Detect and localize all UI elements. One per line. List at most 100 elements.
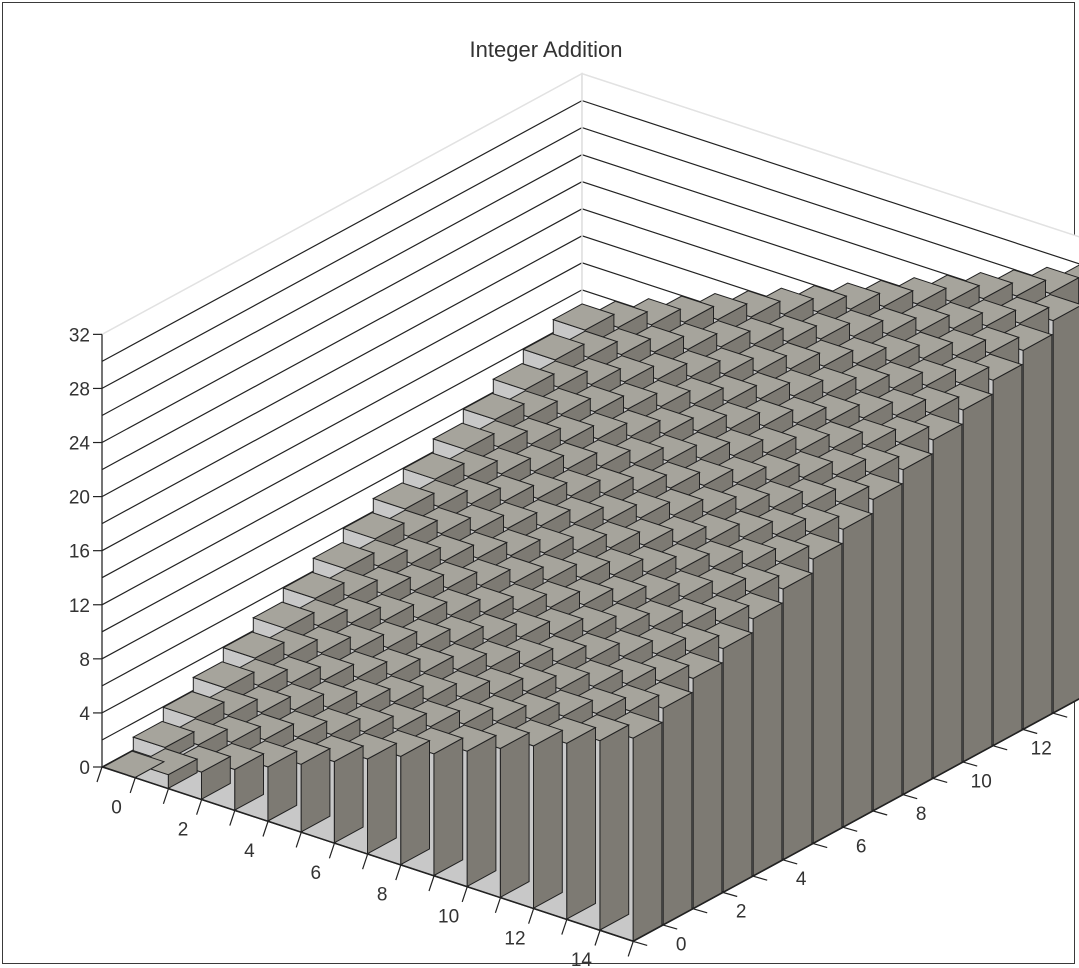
bar-side-face bbox=[722, 632, 753, 893]
bar-side-face bbox=[433, 737, 464, 877]
bar-side-face bbox=[962, 393, 993, 763]
y-tick-mark bbox=[1053, 712, 1068, 718]
z-tick-label: 32 bbox=[69, 325, 90, 346]
z-tick-label: 8 bbox=[79, 650, 90, 671]
bar-side-face bbox=[333, 745, 364, 844]
bar-side-face bbox=[566, 726, 596, 920]
y-tick-label: 6 bbox=[856, 836, 867, 857]
bar-top-face bbox=[522, 333, 586, 361]
bar-top-face bbox=[552, 303, 616, 331]
x-tick-label: 2 bbox=[178, 819, 189, 840]
bar-side-face bbox=[992, 363, 1023, 747]
x-tick-mark bbox=[461, 886, 468, 903]
x-tick-mark bbox=[528, 908, 535, 924]
y-tick-label: 12 bbox=[1031, 739, 1052, 760]
y-tick-mark bbox=[903, 794, 918, 800]
x-tick-mark bbox=[362, 854, 369, 870]
x-tick-label: 14 bbox=[571, 950, 593, 968]
x-tick-mark bbox=[229, 810, 236, 826]
y-tick-label: 4 bbox=[796, 869, 807, 890]
y-tick-mark bbox=[663, 924, 678, 930]
bar-side-face bbox=[466, 734, 497, 888]
bar-top-face bbox=[312, 541, 376, 570]
bar-top-face bbox=[432, 422, 496, 450]
bar-top-face bbox=[162, 691, 226, 719]
x-tick-mark bbox=[196, 799, 203, 815]
bar-side-face bbox=[499, 732, 530, 899]
z-tick-label: 4 bbox=[79, 704, 90, 725]
x-tick-mark bbox=[162, 788, 169, 804]
x-tick-mark bbox=[561, 919, 568, 935]
bar-side-face bbox=[932, 423, 963, 779]
y-tick-mark bbox=[723, 891, 738, 898]
y-tick-mark bbox=[963, 761, 978, 767]
bar-side-face bbox=[367, 742, 397, 855]
chart-title: Integer Addition bbox=[470, 37, 623, 62]
bar-side-face bbox=[812, 542, 843, 844]
y-tick-mark bbox=[1023, 728, 1038, 735]
bar-top-face bbox=[132, 720, 196, 749]
bar-side-face bbox=[902, 453, 933, 796]
x-tick-label: 12 bbox=[504, 928, 525, 949]
x-tick-mark bbox=[428, 875, 435, 892]
y-axis-line bbox=[632, 698, 1079, 942]
y-tick-mark bbox=[693, 908, 708, 914]
bar-side-face bbox=[632, 721, 663, 942]
y-tick-mark bbox=[873, 810, 888, 816]
bar-side-face bbox=[533, 729, 563, 910]
bar-top-face bbox=[192, 661, 256, 689]
bar-side-face bbox=[400, 739, 430, 866]
x-tick-mark bbox=[395, 864, 402, 881]
x-tick-mark bbox=[494, 897, 501, 913]
y-tick-mark bbox=[993, 745, 1008, 751]
bar-side-face bbox=[782, 572, 813, 861]
x-tick-mark bbox=[594, 930, 601, 946]
bar-side-face bbox=[752, 602, 783, 877]
bar-side-face bbox=[692, 661, 723, 910]
bar-top-face bbox=[462, 392, 526, 421]
x-tick-label: 6 bbox=[311, 863, 322, 884]
x-tick-label: 8 bbox=[377, 885, 388, 906]
bar-side-face bbox=[1052, 305, 1079, 714]
bar-side-face bbox=[872, 482, 903, 812]
bar-top-face bbox=[492, 363, 556, 391]
axes: 0481216202428320246810121402468101214 bbox=[69, 325, 1079, 968]
y-tick-mark bbox=[753, 875, 768, 881]
y-tick-label: 0 bbox=[676, 934, 687, 955]
z-tick-label: 24 bbox=[69, 434, 91, 455]
bar-top-face bbox=[282, 571, 346, 599]
x-tick-mark bbox=[295, 832, 302, 848]
z-tick-label: 12 bbox=[69, 596, 90, 617]
y-tick-label: 2 bbox=[736, 902, 747, 923]
x-tick-mark bbox=[328, 843, 335, 859]
x-tick-label: 0 bbox=[111, 797, 122, 818]
bar-side-face bbox=[599, 724, 630, 931]
y-tick-label: 8 bbox=[916, 804, 927, 825]
bar-top-face bbox=[222, 631, 286, 659]
x-tick-label: 4 bbox=[244, 841, 255, 862]
z-tick-label: 20 bbox=[69, 488, 90, 509]
z-tick-label: 28 bbox=[69, 379, 90, 400]
bar-side-face bbox=[662, 691, 693, 926]
bar-grid bbox=[102, 264, 1079, 942]
z-tick-label: 16 bbox=[69, 542, 90, 563]
y-tick-mark bbox=[633, 940, 648, 946]
bar-top-face bbox=[342, 512, 406, 540]
y-tick-mark bbox=[933, 777, 948, 783]
x-tick-mark bbox=[627, 941, 634, 957]
bar-side-face bbox=[1022, 333, 1053, 730]
bar-side-face bbox=[842, 512, 873, 828]
bar-top-face bbox=[402, 452, 466, 480]
x-tick-mark bbox=[129, 777, 136, 794]
x-tick-mark bbox=[96, 766, 103, 783]
y-tick-mark bbox=[783, 859, 798, 865]
bar-top-face bbox=[372, 482, 436, 510]
x-tick-label: 10 bbox=[438, 906, 459, 927]
z-tick-label: 0 bbox=[79, 758, 90, 779]
y-tick-mark bbox=[813, 843, 828, 849]
y-tick-mark bbox=[843, 826, 858, 832]
bar-top-face bbox=[252, 601, 316, 629]
x-tick-mark bbox=[262, 821, 269, 837]
y-tick-label: 10 bbox=[971, 771, 992, 792]
